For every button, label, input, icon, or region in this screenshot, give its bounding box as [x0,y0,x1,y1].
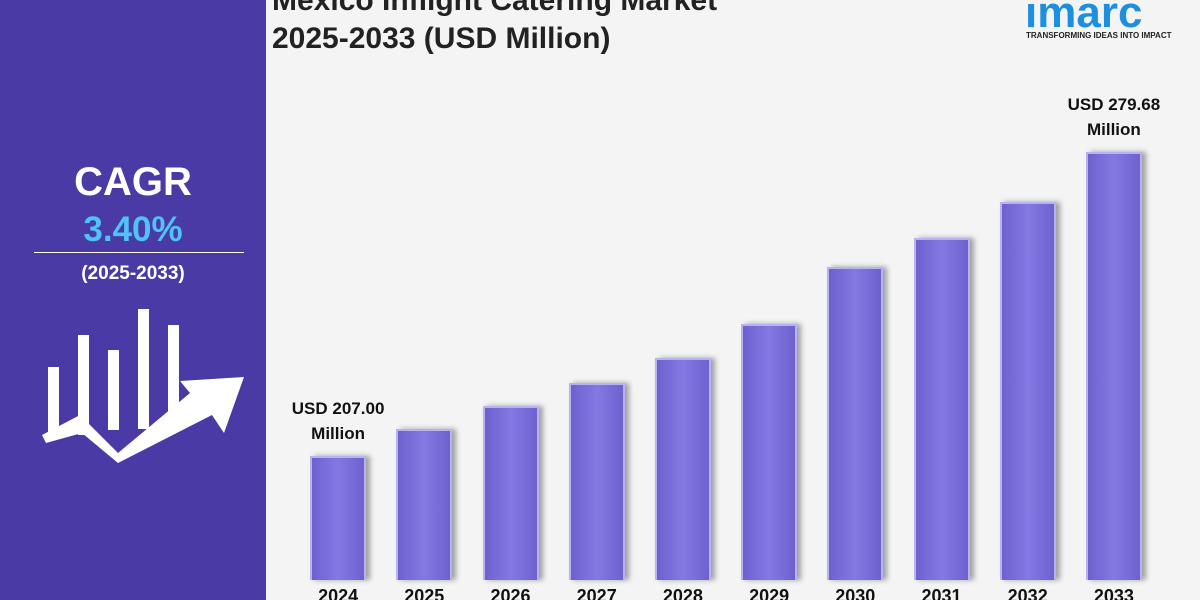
x-tick-label: 2032 [1007,586,1048,600]
bar [913,237,970,580]
bar [654,358,711,580]
x-tick-label: 2025 [404,586,445,600]
chart-title: Mexico Inflight Catering Market [272,0,718,17]
chart-subtitle: 2025-2033 (USD Million) [272,22,611,55]
logo: imarc [1025,0,1143,37]
growth-icon [42,309,244,463]
x-tick-label: 2026 [490,586,531,600]
x-tick-label: 2027 [576,586,617,600]
value-label: USD 207.00 Million [291,399,385,443]
x-tick-label: 2030 [835,586,876,600]
side-panel: CAGR 3.40% (2025-2033) [0,0,266,600]
bar [396,428,453,580]
x-tick-label: 2029 [749,586,790,600]
bar [999,201,1056,580]
bar [310,456,367,580]
x-tick-label: 2033 [1093,586,1134,600]
divider [34,252,244,253]
x-tick-label: 2024 [318,586,359,600]
bar [482,405,539,580]
cagr-value: 3.40% [83,210,183,249]
bar [827,266,884,580]
x-tick-label: 2028 [662,586,703,600]
bar [1085,152,1142,580]
bar [568,382,625,580]
x-tick-label: 2031 [921,586,962,600]
cagr-period: (2025-2033) [81,263,185,284]
value-label: USD 279.68 Million [1067,95,1161,139]
cagr-label: CAGR [74,160,192,204]
bar [741,323,798,580]
logo-tagline: TRANSFORMING IDEAS INTO IMPACT [1026,31,1172,40]
